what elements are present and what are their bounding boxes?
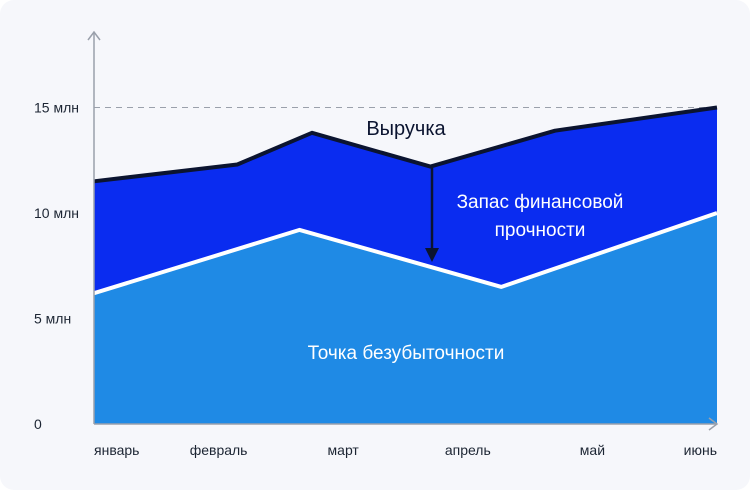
breakeven-label: Точка безубыточности xyxy=(308,343,505,364)
y-tick-label: 10 млн xyxy=(34,205,79,221)
revenue-label: Выручка xyxy=(366,118,446,140)
y-tick-label: 0 xyxy=(34,416,42,432)
x-tick-label: апрель xyxy=(445,442,491,458)
x-tick-label: июнь xyxy=(684,442,717,458)
safety-margin-label-line1: Запас финансовой xyxy=(457,192,624,213)
x-tick-labels: январь февраль март апрель май июнь xyxy=(94,442,717,458)
x-tick-label: май xyxy=(580,442,605,458)
x-axis-arrow-icon xyxy=(708,417,719,431)
safety-margin-label-line2: прочности xyxy=(495,220,586,241)
safety-margin-arrow-icon xyxy=(425,168,439,262)
axes xyxy=(87,30,719,431)
breakeven-line xyxy=(93,211,718,296)
x-tick-label: февраль xyxy=(190,442,248,458)
x-tick-label: март xyxy=(328,442,360,458)
breakeven-area xyxy=(94,213,717,424)
y-tick-labels: 0 5 млн 10 млн 15 млн xyxy=(34,100,79,433)
revenue-line xyxy=(93,105,718,184)
y-tick-label: 5 млн xyxy=(34,311,71,327)
y-axis-arrow-icon xyxy=(87,30,101,41)
x-tick-label: январь xyxy=(94,442,139,458)
y-tick-label: 15 млн xyxy=(34,100,79,116)
